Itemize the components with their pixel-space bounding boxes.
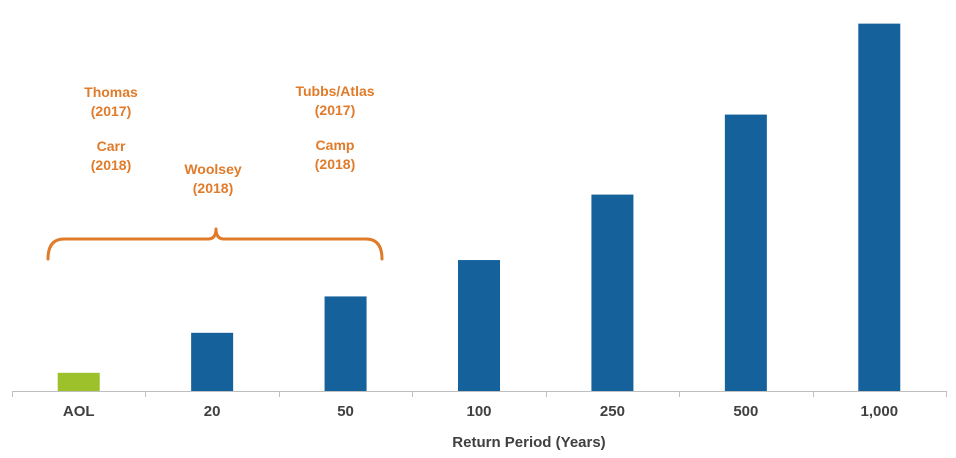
x-tick-label: 50 [337, 403, 354, 420]
bar-20 [191, 332, 234, 391]
x-tick-label: AOL [63, 403, 95, 420]
bar-1000 [858, 23, 901, 391]
x-axis-title: Return Period (Years) [452, 434, 605, 451]
bar-500 [724, 114, 767, 391]
fire-annotations: Thomas (2017) Carr (2018) Woolsey (2018) Tubbs… [84, 83, 375, 196]
bar-aol [57, 372, 100, 391]
bars-group [57, 23, 901, 391]
x-tick-label: 500 [733, 403, 758, 420]
x-tick-label: 1,000 [861, 403, 899, 420]
bar-50 [324, 296, 367, 391]
annotation-camp: Camp (2018) [315, 137, 355, 172]
bar-100 [458, 260, 500, 391]
annotation-thomas: Thomas (2017) [84, 84, 138, 119]
x-axis-tick-labels: AOL 20 50 100 250 500 1,000 [63, 403, 898, 420]
orange-brace [46, 227, 384, 261]
bar-250 [591, 194, 634, 391]
annotation-carr: Carr (2018) [91, 138, 131, 173]
annotation-woolsey: Woolsey (2018) [184, 161, 242, 196]
x-tick-label: 20 [204, 403, 221, 420]
x-tick-label: 100 [466, 403, 491, 420]
annotation-tubbsatlas: Tubbs/Atlas (2017) [295, 83, 374, 118]
x-tick-label: 250 [600, 403, 625, 420]
x-axis-ticks [12, 391, 947, 397]
